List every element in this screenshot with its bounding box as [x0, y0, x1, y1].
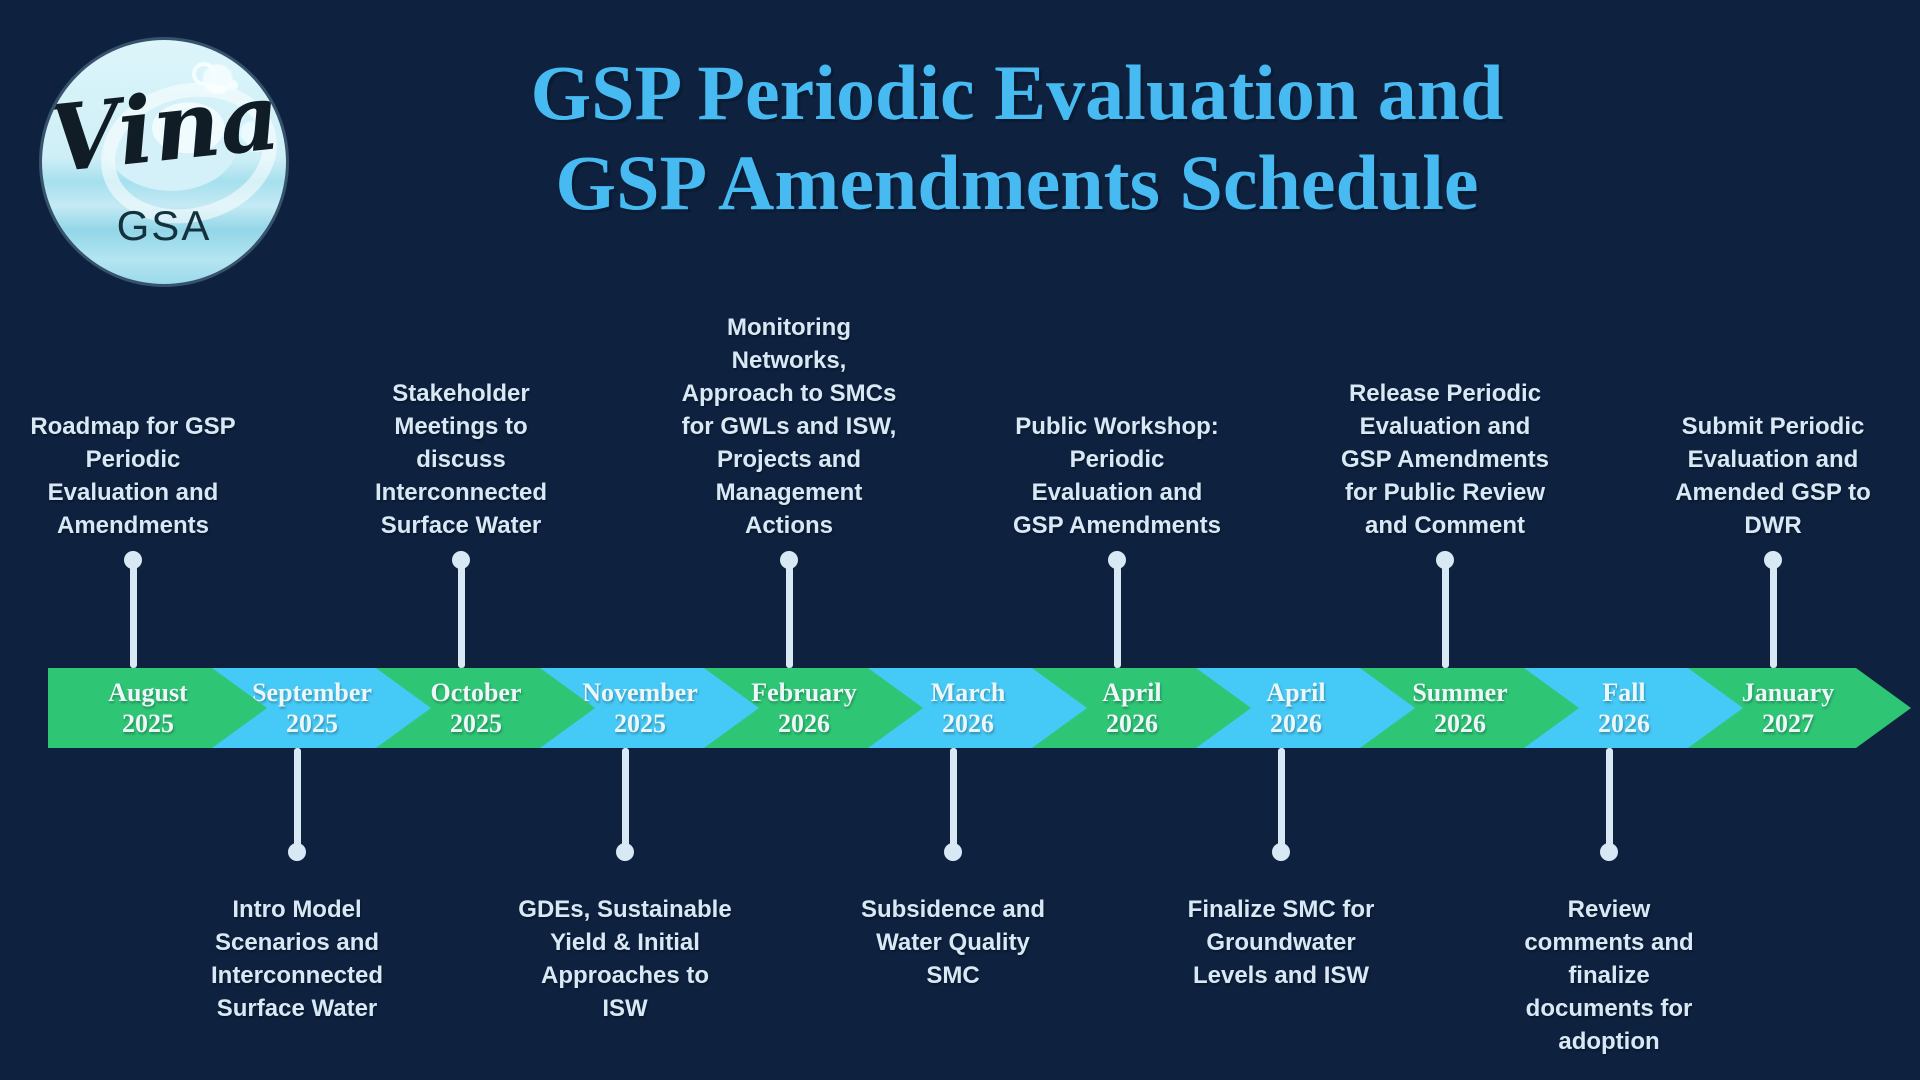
- month-name: September: [252, 678, 372, 707]
- event-label: Intro Model Scenarios and Interconnected…: [210, 896, 384, 1022]
- connector-line: [1769, 566, 1777, 668]
- month-name: February: [751, 678, 857, 707]
- month-name: January: [1741, 678, 1835, 707]
- month-year: 2026: [942, 709, 994, 738]
- month-label: April 2026: [1052, 677, 1212, 739]
- bubble-icon: [247, 132, 267, 152]
- month-label: September 2025: [232, 677, 392, 739]
- connector-line: [621, 748, 629, 847]
- event-label: GDEs, Sustainable Yield & Initial Approa…: [518, 896, 732, 1022]
- event-label: Finalize SMC for Groundwater Levels and …: [1187, 896, 1375, 989]
- month-year: 2025: [614, 709, 666, 738]
- connector-dot: [944, 843, 962, 861]
- connector-dot: [780, 551, 798, 569]
- page-title-line2: GSP Amendments Schedule: [555, 138, 1479, 226]
- month-year: 2026: [1270, 709, 1322, 738]
- page-title: GSP Periodic Evaluation and GSP Amendmen…: [114, 48, 1920, 227]
- month-name: October: [430, 678, 522, 707]
- month-name: August: [108, 678, 188, 707]
- event-label: Subsidence and Water Quality SMC: [860, 896, 1046, 989]
- connector-line: [949, 748, 957, 847]
- bubble-icon: [228, 80, 238, 90]
- month-year: 2025: [286, 709, 338, 738]
- month-label: April 2026: [1216, 677, 1376, 739]
- connector-line: [1277, 748, 1285, 847]
- event-label: Roadmap for GSP Periodic Evaluation and …: [30, 413, 236, 539]
- month-label: Fall 2026: [1544, 677, 1704, 739]
- connector-dot: [1764, 551, 1782, 569]
- bubble-icon: [192, 62, 216, 86]
- month-label: February 2026: [724, 677, 884, 739]
- timeline-chevron-january-2027: January 2027: [1688, 668, 1911, 748]
- connector-dot: [452, 551, 470, 569]
- month-year: 2027: [1762, 709, 1814, 738]
- connector-dot: [616, 843, 634, 861]
- connector-dot: [1436, 551, 1454, 569]
- page-title-line1: GSP Periodic Evaluation and: [530, 49, 1504, 136]
- month-label: October 2025: [396, 677, 556, 739]
- connector-line: [785, 566, 793, 668]
- month-label: November 2025: [560, 677, 720, 739]
- connector-dot: [288, 843, 306, 861]
- month-year: 2025: [450, 709, 502, 738]
- month-year: 2026: [1106, 709, 1158, 738]
- month-name: April: [1102, 678, 1162, 707]
- logo-subtext: GSA: [116, 202, 212, 249]
- month-label: August 2025: [68, 677, 228, 739]
- month-name: November: [582, 678, 698, 707]
- event-label: Release Periodic Evaluation and GSP Amen…: [1340, 380, 1550, 539]
- connector-line: [1113, 566, 1121, 668]
- event-label: Monitoring Networks, Approach to SMCs fo…: [681, 314, 897, 539]
- month-label: Summer 2026: [1380, 677, 1540, 739]
- connector-line: [1441, 566, 1449, 668]
- month-year: 2025: [122, 709, 174, 738]
- event-label: Review comments and finalize documents f…: [1524, 896, 1694, 1055]
- month-label: January 2027: [1708, 677, 1868, 739]
- connector-line: [129, 566, 137, 668]
- month-name: March: [930, 678, 1006, 707]
- month-label: March 2026: [888, 677, 1048, 739]
- month-name: Fall: [1602, 678, 1646, 707]
- connector-line: [457, 566, 465, 668]
- event-label: Submit Periodic Evaluation and Amended G…: [1675, 413, 1871, 539]
- month-year: 2026: [1598, 709, 1650, 738]
- connector-line: [293, 748, 301, 847]
- month-year: 2026: [778, 709, 830, 738]
- connector-dot: [1600, 843, 1618, 861]
- connector-dot: [124, 551, 142, 569]
- connector-dot: [1108, 551, 1126, 569]
- vina-gsa-logo: Vina GSA: [42, 40, 286, 284]
- event-label: Stakeholder Meetings to discuss Intercon…: [374, 380, 548, 539]
- month-name: April: [1266, 678, 1326, 707]
- connector-line: [1605, 748, 1613, 847]
- month-year: 2026: [1434, 709, 1486, 738]
- connector-dot: [1272, 843, 1290, 861]
- month-name: Summer: [1412, 678, 1508, 707]
- event-label: Public Workshop: Periodic Evaluation and…: [1012, 413, 1222, 539]
